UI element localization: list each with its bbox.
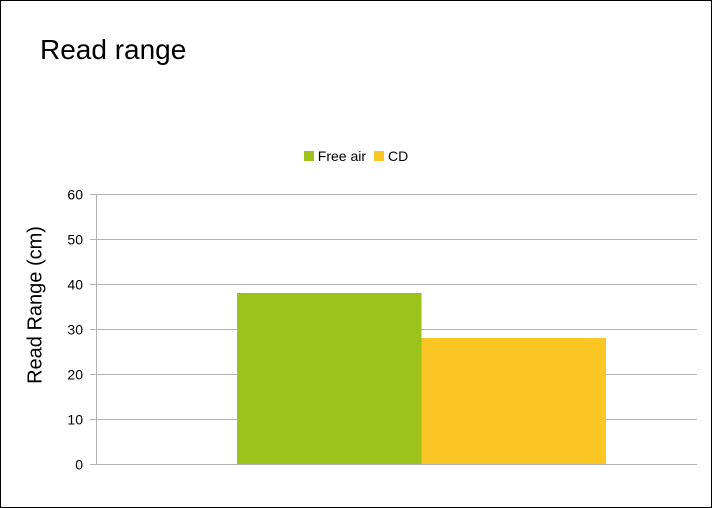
bar-free-air [237,293,422,464]
y-tick-label-20: 20 [67,367,83,383]
y-tick-label-0: 0 [75,457,83,473]
bar-cd [421,338,606,464]
chart-title: Read range [40,34,187,65]
legend-item-free-air: Free air [303,148,366,164]
legend-swatch-cd [374,151,384,161]
y-tick-label-10: 10 [67,412,83,428]
legend-label-cd: CD [388,148,409,164]
legend-label-free-air: Free air [317,148,366,164]
y-tick-label-40: 40 [67,277,83,293]
legend: Free air CD [0,146,712,166]
y-tick-label-60: 60 [67,187,83,203]
y-tick-label-50: 50 [67,232,83,248]
legend-item-cd: CD [374,148,408,164]
legend-swatch-free-air [303,151,314,161]
y-tick-label-30: 30 [67,322,83,338]
